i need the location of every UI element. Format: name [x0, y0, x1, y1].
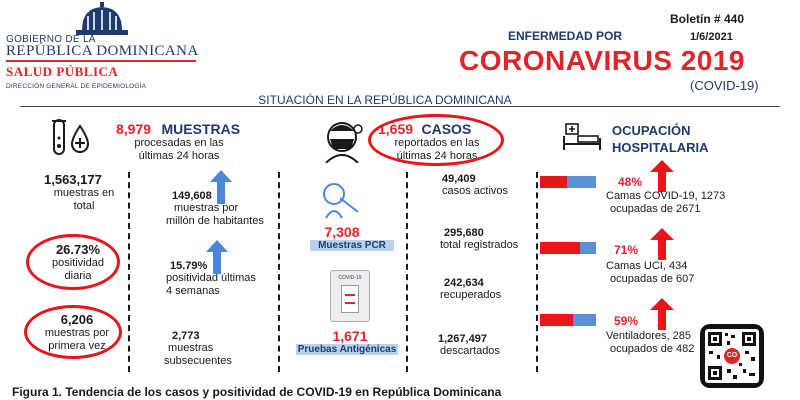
samples-sub: procesadas en las últimas 24 horas — [124, 137, 234, 163]
ventilators-text: Ventiladores, 285 ocupados de 482 — [606, 330, 706, 356]
ventilators-bar-fill — [540, 314, 574, 326]
subsequent-line2: subsecuentes — [164, 355, 232, 367]
disease-label: ENFERMEDAD POR — [508, 29, 623, 43]
total-cases-label: total registrados — [440, 239, 519, 251]
covid-beds-bar — [540, 176, 596, 188]
samples-total-line2: total — [73, 200, 95, 212]
samples-24h-value: 8,979 — [116, 121, 152, 137]
divider-left-2 — [278, 172, 280, 372]
subsequent-line1: muestras — [168, 342, 214, 354]
recovered-label: recuperados — [440, 289, 502, 301]
icu-line1: Camas UCI, 434 — [606, 260, 688, 272]
antigen-label: Pruebas Antigénicas — [296, 344, 398, 355]
ventilators-line1: Ventiladores, 285 — [606, 330, 692, 342]
antigen-kit-icon: COVID-19 — [330, 270, 370, 322]
ministry-name: SALUD PÚBLICA — [6, 64, 119, 79]
occupancy-title: OCUPACIÓN HOSPITALARIA — [612, 122, 709, 156]
discarded-value: 1,267,497 — [438, 333, 487, 345]
person-mask-icon — [325, 122, 363, 163]
hospital-bed-icon — [563, 123, 601, 150]
arrow-up-icon — [210, 170, 232, 204]
antigen-value: 1,671 — [332, 328, 368, 344]
icu-text: Camas UCI, 434 ocupadas de 607 — [606, 260, 746, 286]
per-million-line2: millón de habitantes — [166, 215, 264, 227]
arrow-up-icon — [650, 160, 674, 192]
logo-divider — [6, 60, 196, 62]
divider-right — [536, 172, 538, 372]
pcr-label: Muestras PCR — [310, 240, 394, 251]
bulletin-number: Boletín # 440 — [670, 12, 745, 26]
divider-center — [406, 172, 408, 372]
ventilators-line2: ocupados de 482 — [610, 343, 695, 355]
first-time-highlight — [24, 305, 122, 359]
arrow-up-icon — [206, 240, 228, 274]
cases-highlight — [368, 114, 504, 166]
discarded-block: 1,267,497 descartados — [438, 333, 500, 358]
subsequent-value: 2,773 — [172, 330, 200, 342]
ventilators-bar — [540, 314, 596, 326]
covid-beds-bar-fill — [540, 176, 567, 188]
total-cases-block: 295,680 total registrados — [440, 227, 518, 252]
dome-icon — [76, 2, 128, 35]
page-subtitle: (COVID-19) — [690, 78, 759, 93]
discarded-label: descartados — [440, 345, 500, 357]
total-cases-value: 295,680 — [444, 227, 484, 239]
kit-text: COVID-19 — [338, 275, 362, 281]
occupancy-title-line2: HOSPITALARIA — [612, 140, 709, 155]
positivity-4w-line2: 4 semanas — [166, 285, 220, 297]
positivity-4w-line1: positividad últimas — [166, 272, 256, 284]
ventilators-pct: 59% — [614, 314, 639, 328]
covid-beds-line2: ocupadas de 2671 — [610, 203, 701, 215]
test-tube-drop-icon — [52, 119, 90, 155]
government-logo: GOBIERNO DE LA REPÚBLICA DOMINICANA SALU… — [4, 2, 204, 102]
active-cases-label: casos activos — [442, 185, 509, 197]
pcr-value: 7,308 — [324, 224, 360, 240]
subsequent-block: 2,773 muestras subsecuentes — [164, 330, 276, 368]
positivity-4w-value: 15.79% — [170, 260, 208, 272]
samples-total-value: 1,563,177 — [44, 172, 102, 187]
gov-line1: GOBIERNO DE LA — [6, 34, 96, 45]
arrow-up-icon — [650, 298, 674, 330]
covid-beds-line1: Camas COVID-19, 1273 — [606, 190, 726, 202]
gov-line2: REPÚBLICA DOMINICANA — [6, 43, 199, 59]
swab-test-icon — [323, 183, 359, 219]
samples-sub-line2: últimas 24 horas — [138, 150, 220, 162]
active-cases-value: 49,409 — [442, 173, 476, 185]
samples-headline: 8,979 MUESTRAS — [116, 121, 240, 139]
recovered-block: 242,634 recuperados — [440, 277, 501, 302]
direction-name: DIRECCIÓN GENERAL DE EPIDEMIOLOGÍA — [6, 83, 147, 90]
covid-beds-pct: 48% — [618, 175, 643, 189]
samples-total-block: 1,563,177 muestras en total — [44, 172, 124, 213]
icu-bar — [540, 242, 596, 254]
samples-label: MUESTRAS — [161, 121, 241, 137]
samples-sub-line1: procesadas en las — [134, 137, 224, 149]
situation-rule — [20, 106, 780, 107]
kit-window — [341, 285, 359, 313]
recovered-value: 242,634 — [444, 277, 484, 289]
icu-bar-fill — [540, 242, 580, 254]
per-million-value: 149,608 — [172, 190, 212, 202]
active-cases-block: 49,409 casos activos — [442, 173, 508, 198]
situation-heading: SITUACIÓN EN LA REPÚBLICA DOMINICANA — [258, 93, 512, 107]
page-title: CORONAVIRUS 2019 — [459, 45, 746, 76]
icu-line2: ocupadas de 607 — [610, 273, 695, 285]
per-million-line1: muestras por — [174, 202, 239, 214]
samples-total-line1: muestras en — [53, 187, 115, 199]
qr-badge: CO — [724, 348, 740, 364]
covid-beds-text: Camas COVID-19, 1273 ocupadas de 2671 — [606, 190, 746, 216]
occupancy-title-line1: OCUPACIÓN — [612, 123, 691, 138]
bulletin-date: 1/6/2021 — [690, 31, 733, 43]
qr-code[interactable]: CO — [700, 324, 764, 388]
icu-pct: 71% — [614, 243, 639, 257]
divider-left-1 — [128, 172, 130, 372]
positivity-4w-block: 15.79% positividad últimas 4 semanas — [166, 260, 278, 298]
daily-positivity-highlight — [26, 234, 120, 290]
figure-caption: Figura 1. Tendencia de los casos y posit… — [12, 385, 502, 399]
arrow-up-icon — [650, 228, 674, 260]
per-million-block: 149,608 muestras por millón de habitante… — [166, 190, 278, 228]
